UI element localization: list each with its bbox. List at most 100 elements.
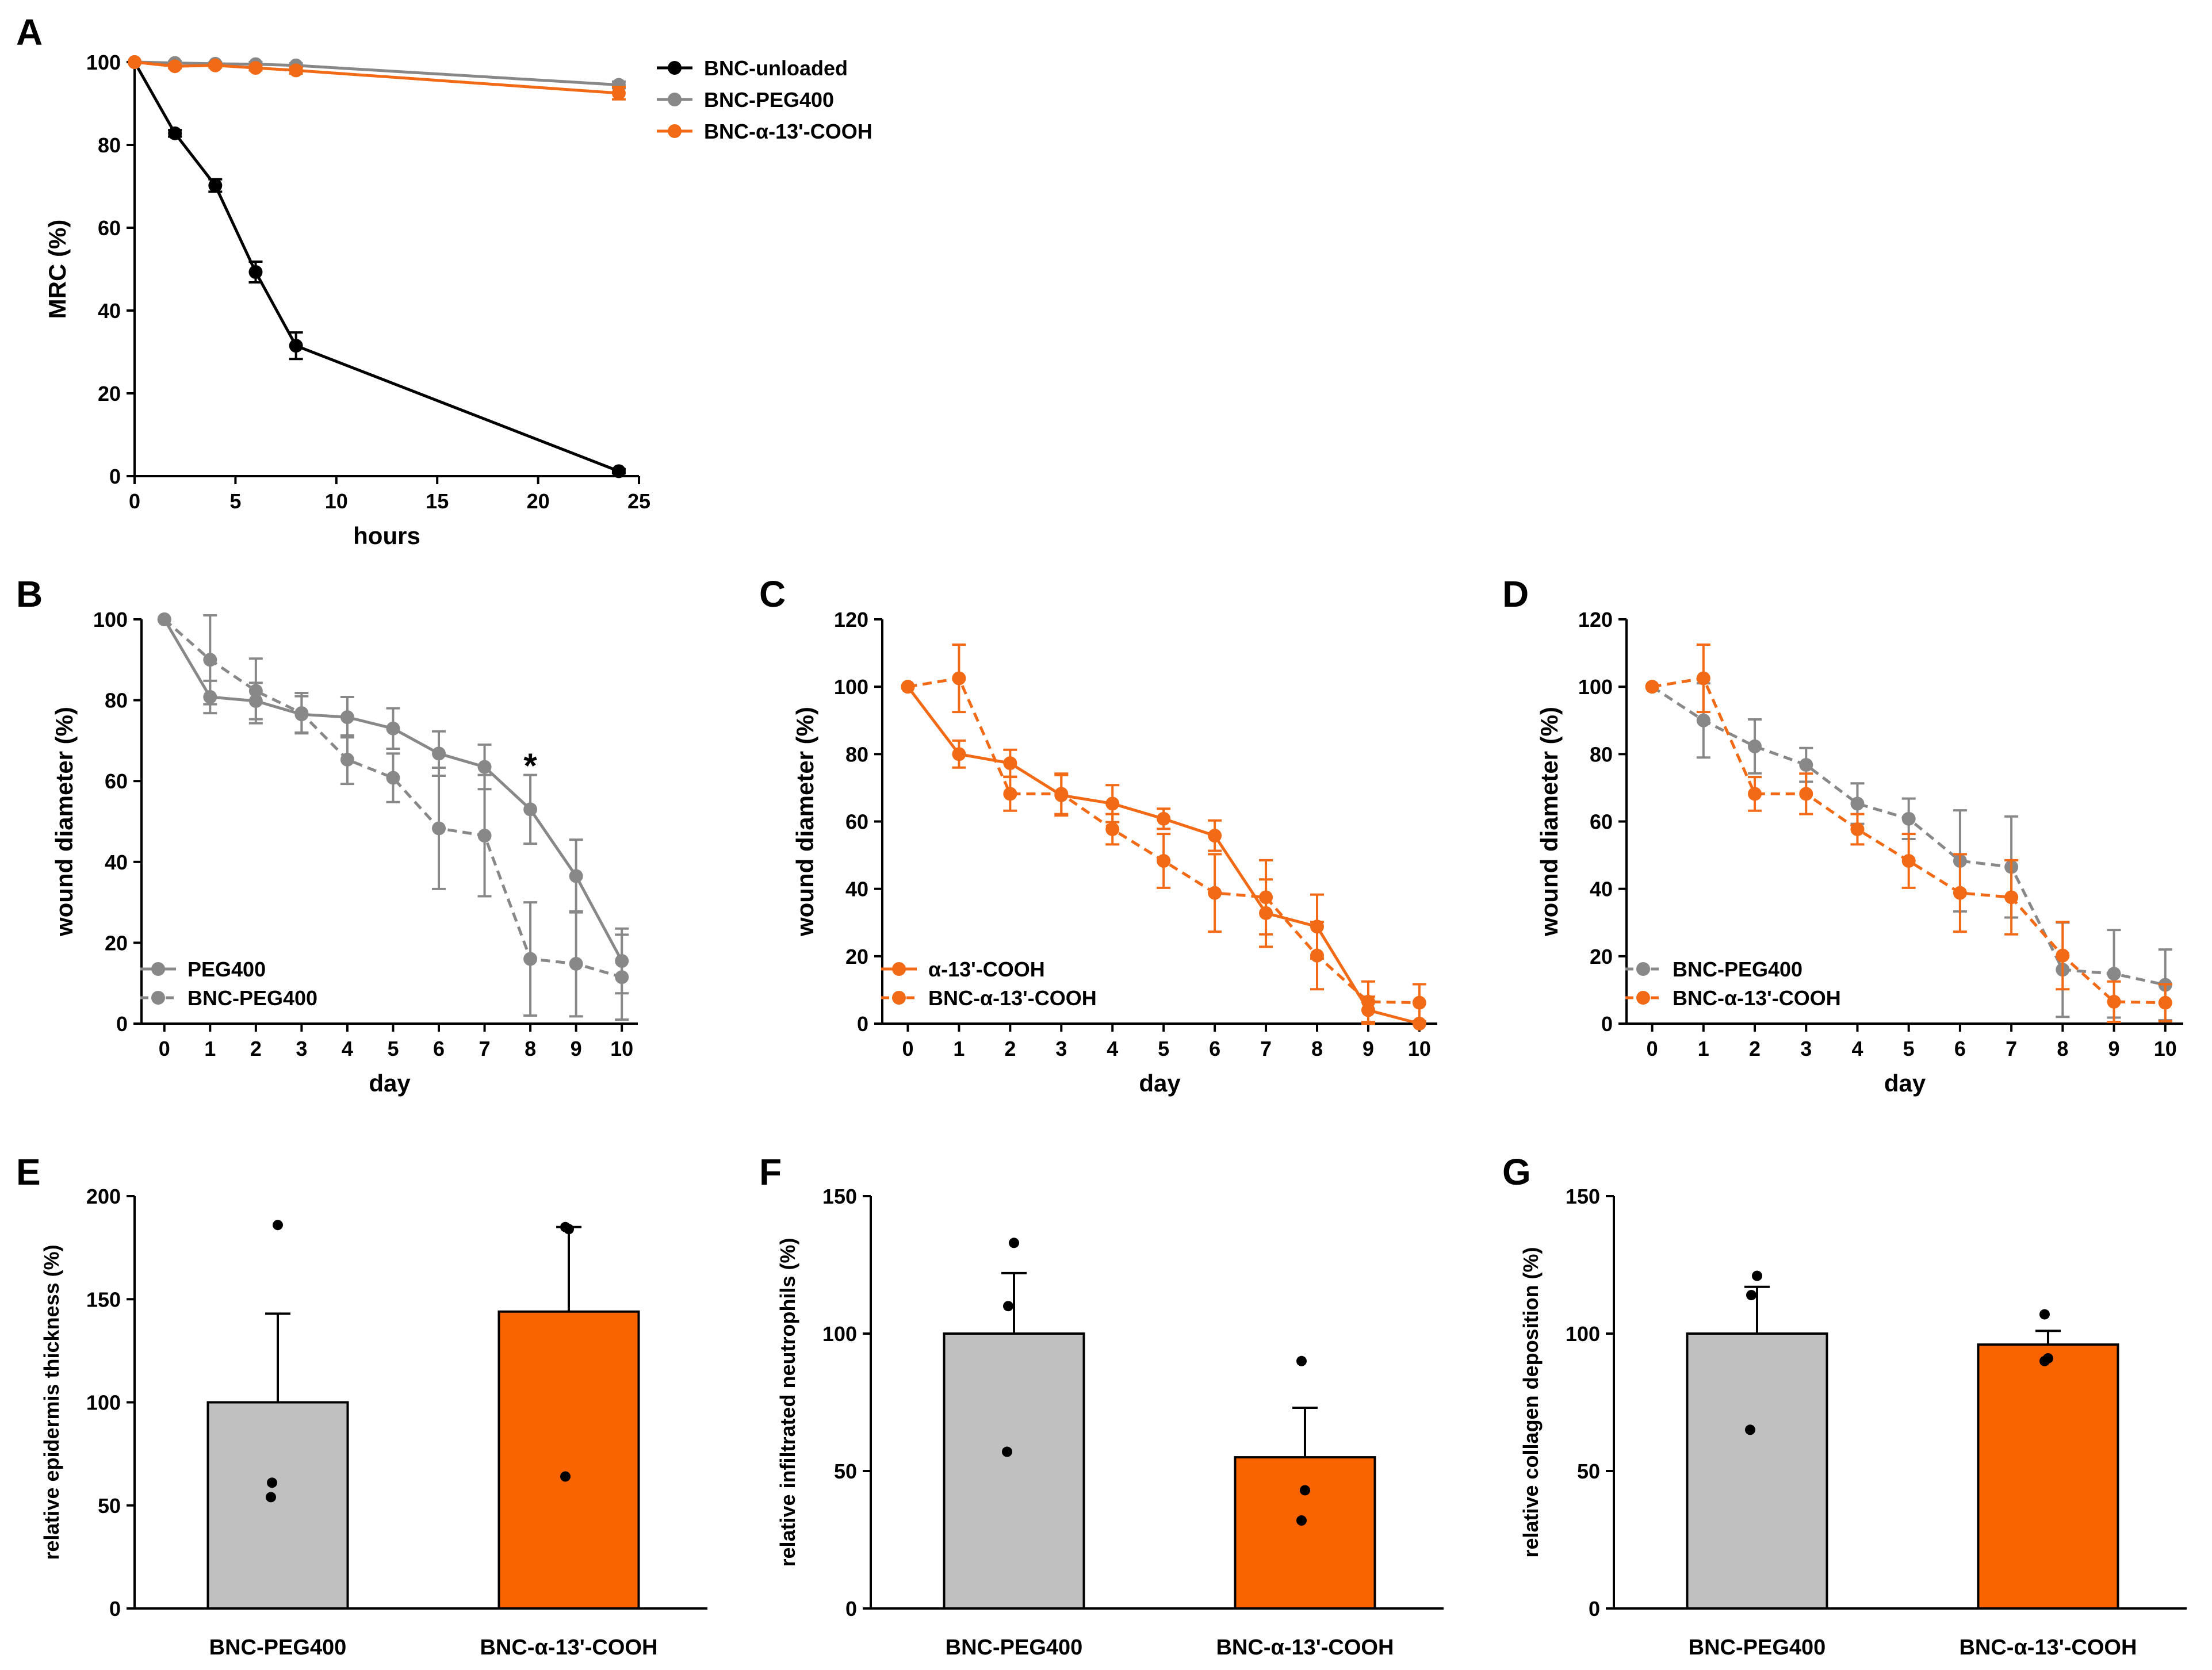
- y-tick-label: 60: [98, 216, 121, 240]
- y-axis-title: MRC (%): [44, 220, 71, 319]
- y-tick-label: 0: [109, 465, 121, 488]
- x-tick-label: 8: [1311, 1037, 1323, 1060]
- data-point: [1003, 787, 1017, 801]
- x-tick-label: 15: [426, 489, 449, 513]
- bar: [206, 1401, 349, 1610]
- x-tick-label: 3: [1800, 1037, 1812, 1060]
- panel-B: B 0 20 40 60 80 100 0 1 2 3 4 5 6 7 8 9 10 day wound diamet…: [16, 573, 638, 1097]
- y-tick-label: 20: [98, 382, 121, 405]
- data-point: [248, 684, 263, 698]
- data-point: [340, 752, 354, 767]
- x-tick-label: 0: [1647, 1037, 1658, 1060]
- y-tick-label: 0: [1589, 1597, 1600, 1621]
- data-point: [208, 58, 223, 72]
- data-point: [560, 1471, 571, 1482]
- y-tick-label: 150: [822, 1185, 857, 1208]
- legend-label: PEG400: [187, 957, 266, 981]
- legend: α-13'-COOH BNC-α-13'-COOH: [881, 957, 1097, 1010]
- panel-C: C 0 20 40 60 80 100 120 0 1 2 3 4 5 6 7 8 9 10 day wound dia…: [759, 573, 1437, 1097]
- x-tick-label: 1: [953, 1037, 965, 1060]
- data-point: [901, 680, 915, 694]
- data-point: [267, 1477, 277, 1488]
- bar: [1977, 1343, 2119, 1610]
- panel-label: D: [1502, 573, 1529, 615]
- y-tick-label: 80: [845, 742, 868, 766]
- x-axis-title: day: [1139, 1070, 1181, 1097]
- series-line: [133, 61, 619, 473]
- panel-E: E 0 50 100 150 200 relative epidermis thicknes…: [16, 1151, 707, 1660]
- data-point: [1799, 758, 1813, 772]
- panel-label: E: [16, 1151, 41, 1193]
- data-point: [477, 829, 492, 843]
- data-point: [1003, 756, 1017, 771]
- bar-group-BNC-α-13'-COOH: BNC-α-13'-COOH: [1216, 1355, 1394, 1660]
- x-tick-label: 5: [1158, 1037, 1169, 1060]
- y-tick-label: 200: [86, 1185, 121, 1208]
- data-point: [208, 178, 223, 193]
- data-point: [432, 821, 446, 836]
- y-tick-label: 50: [98, 1494, 121, 1518]
- bar: [943, 1332, 1085, 1610]
- x-tick-label: 10: [1408, 1037, 1431, 1060]
- data-point: [2056, 948, 2070, 963]
- x-tick-label: 10: [325, 489, 348, 513]
- bar-group-BNC-PEG400: BNC-PEG400: [1686, 1270, 1828, 1660]
- x-tick-label: 7: [1260, 1037, 1272, 1060]
- y-axis-title: relative epidermis thickness (%): [40, 1244, 63, 1560]
- x-tick-label: BNC-PEG400: [946, 1635, 1083, 1660]
- data-point: [2107, 994, 2121, 1009]
- y-tick-label: 40: [845, 878, 868, 901]
- panel-label: B: [16, 573, 43, 615]
- x-axis-title: day: [1884, 1070, 1926, 1097]
- x-tick-label: 1: [1698, 1037, 1709, 1060]
- y-axis-title: relative infiltrated neutrophils (%): [776, 1238, 799, 1566]
- y-tick-label: 100: [822, 1322, 857, 1346]
- x-tick-label: BNC-α-13'-COOH: [480, 1635, 657, 1660]
- data-point: [386, 771, 400, 785]
- data-point: [289, 339, 303, 353]
- y-axis-title: wound diameter (%): [1536, 707, 1563, 937]
- legend-label: BNC-PEG400: [704, 88, 834, 112]
- legend-marker: [151, 962, 165, 976]
- series-BNC-α-13'-COOH: [1645, 643, 2172, 1024]
- bar: [1234, 1456, 1376, 1610]
- panel-G: G 0 50 100 150 relative collagen deposition (…: [1502, 1151, 2187, 1660]
- data-point: [569, 869, 583, 883]
- data-point: [128, 55, 141, 69]
- y-tick-label: 120: [834, 608, 868, 631]
- y-tick-label: 150: [1566, 1185, 1600, 1208]
- data-point: [1412, 995, 1426, 1010]
- data-point: [1696, 671, 1710, 685]
- data-point: [615, 970, 629, 985]
- data-point: [1002, 1446, 1012, 1457]
- data-point: [1296, 1355, 1307, 1366]
- data-point: [952, 671, 966, 685]
- bar-group-BNC-α-13'-COOH: BNC-α-13'-COOH: [480, 1221, 657, 1660]
- data-point: [1746, 1290, 1756, 1301]
- y-tick-label: 100: [86, 1391, 121, 1415]
- legend-marker: [892, 962, 906, 976]
- data-point: [157, 612, 171, 626]
- series-BNC-α-13'-COOH: [128, 55, 626, 101]
- x-tick-label: 10: [2154, 1037, 2177, 1060]
- x-tick-label: 9: [571, 1037, 582, 1060]
- data-point: [1745, 1424, 1755, 1435]
- panel-label: F: [759, 1151, 782, 1193]
- y-tick-label: 100: [93, 608, 128, 631]
- data-point: [1310, 948, 1324, 963]
- data-point: [1208, 829, 1222, 843]
- data-point: [1105, 796, 1120, 811]
- data-point: [1296, 1515, 1307, 1526]
- x-tick-label: 8: [2057, 1037, 2068, 1060]
- data-point: [952, 747, 966, 761]
- y-tick-label: 0: [857, 1012, 868, 1036]
- legend-label: BNC-α-13'-COOH: [1673, 986, 1841, 1010]
- series-line: [134, 60, 619, 95]
- bar-group-BNC-PEG400: BNC-PEG400: [943, 1238, 1085, 1660]
- y-tick-label: 100: [834, 675, 868, 699]
- y-tick-label: 150: [86, 1288, 121, 1311]
- data-point: [523, 802, 538, 817]
- y-tick-label: 0: [1601, 1012, 1613, 1036]
- y-tick-label: 60: [105, 769, 128, 793]
